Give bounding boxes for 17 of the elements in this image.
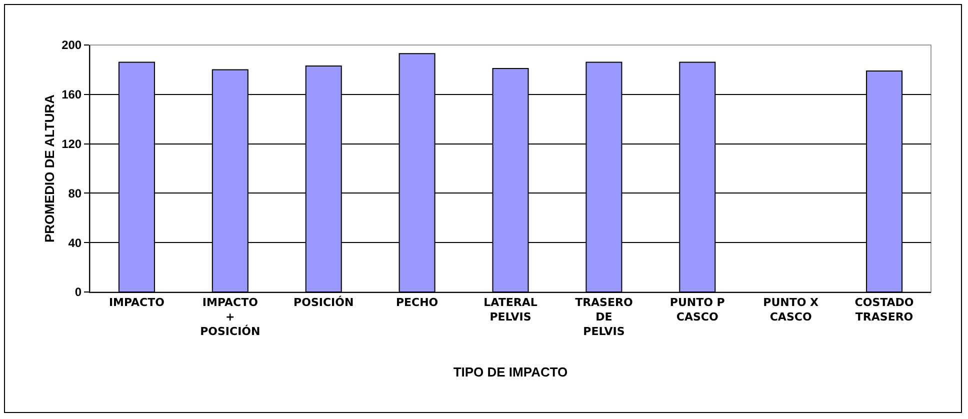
x-tick-label: IMPACTO + POSICIÓN <box>200 296 260 338</box>
x-tick-label: IMPACTO <box>108 296 164 310</box>
y-tick-label: 200 <box>62 38 82 52</box>
y-tick-label: 120 <box>62 137 82 151</box>
y-tick-label: 0 <box>74 285 82 300</box>
y-axis-title: PROMEDIO DE ALTURA <box>42 94 57 243</box>
y-tick-label: 80 <box>68 186 82 200</box>
x-tick-label: POSICIÓN <box>294 295 354 310</box>
x-tick-label: COSTADO TRASERO <box>854 296 914 324</box>
x-axis-title: TIPO DE IMPACTO <box>453 364 568 380</box>
x-tick-label: LATERAL PELVIS <box>484 296 538 324</box>
x-tick-label: PECHO <box>396 296 438 310</box>
x-tick-label: PUNTO X CASCO <box>763 296 820 324</box>
x-tick-label: PUNTO P CASCO <box>670 296 725 324</box>
x-tick-label: TRASERO DE PELVIS <box>575 296 633 338</box>
y-tick-label: 160 <box>62 88 82 102</box>
y-tick-label: 40 <box>68 236 82 250</box>
